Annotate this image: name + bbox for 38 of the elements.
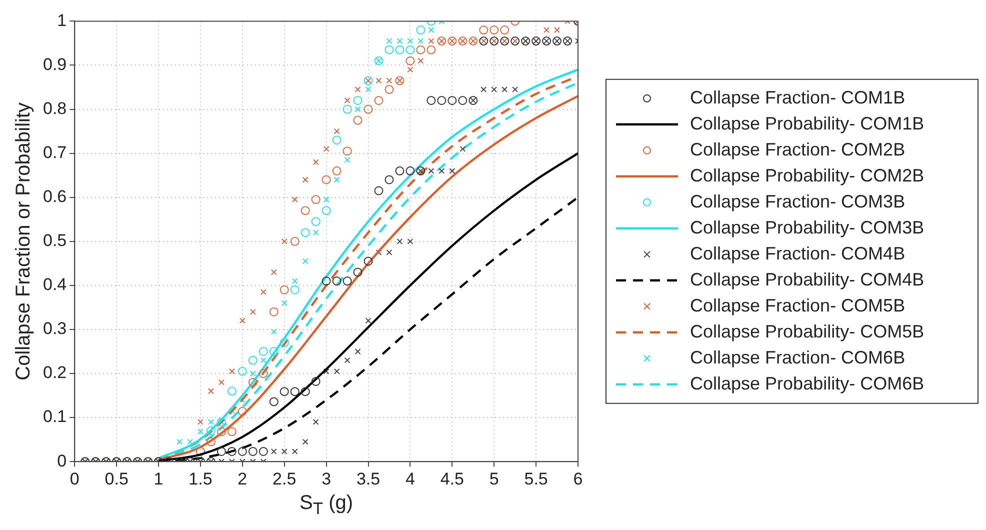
x-tick-label: 0.5	[104, 469, 128, 488]
legend-label: Collapse Fraction- COM3B	[690, 191, 906, 212]
x-tick-label: 5.5	[524, 469, 548, 488]
x-tick-label: 5	[489, 469, 499, 488]
legend-label: Collapse Fraction- COM5B	[690, 295, 906, 316]
x-tick-label: 4.5	[440, 469, 464, 488]
y-tick-label: 0.5	[42, 231, 67, 250]
legend-label: Collapse Fraction- COM4B	[690, 243, 906, 264]
x-tick-label: 6	[573, 469, 583, 488]
legend-label: Collapse Probability- COM4B	[690, 269, 924, 290]
y-tick-label: 0.6	[42, 187, 67, 206]
y-tick-label: 0.9	[42, 54, 67, 74]
legend-label: Collapse Probability- COM5B	[690, 321, 924, 342]
x-tick-label: 2.5	[272, 469, 296, 488]
legend-label: Collapse Probability- COM2B	[690, 165, 924, 186]
y-tick-label: 1	[57, 10, 67, 30]
x-tick-label: 1	[154, 469, 164, 488]
y-tick-label: 0.8	[42, 98, 67, 118]
y-tick-label: 0.7	[42, 143, 67, 162]
y-axis-title: Collapse Fraction or Probability	[12, 102, 35, 380]
legend-label: Collapse Probability- COM1B	[690, 113, 924, 134]
x-tick-label: 3	[322, 469, 332, 488]
x-tick-label: 0	[70, 469, 80, 488]
x-axis-title: S$_{T}$ (g)	[300, 492, 354, 519]
x-tick-label: 3.5	[356, 469, 380, 488]
x-tick-label: 1.5	[188, 469, 212, 488]
legend-label: Collapse Fraction- COM1B	[690, 87, 906, 108]
legend-label: Collapse Probability- COM3B	[690, 217, 924, 238]
y-tick-label: 0.1	[42, 407, 67, 426]
y-tick-label: 0.2	[42, 363, 67, 382]
legend-label: Collapse Fraction- COM6B	[690, 347, 906, 368]
legend-label: Collapse Probability- COM6B	[690, 373, 924, 394]
y-tick-label: 0.3	[42, 319, 67, 338]
legend-label: Collapse Fraction- COM2B	[690, 139, 906, 160]
x-tick-label: 4	[405, 469, 415, 488]
x-tick-label: 2	[238, 469, 248, 488]
y-tick-label: 0.4	[42, 275, 67, 294]
y-tick-label: 0	[57, 451, 67, 470]
